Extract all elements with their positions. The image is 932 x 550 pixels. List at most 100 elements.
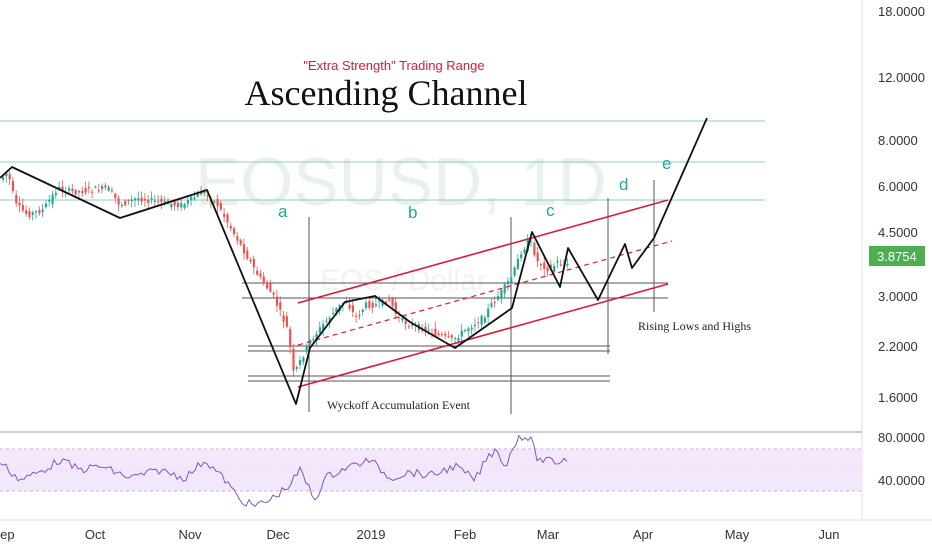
candle <box>490 297 493 309</box>
candle <box>219 200 222 212</box>
candle <box>44 199 48 209</box>
candle <box>101 183 104 194</box>
channel-lower-line <box>297 283 669 388</box>
price-tick-label: 12.0000 <box>878 70 925 85</box>
annotation-wyckoff: Wyckoff Accumulation Event <box>327 398 471 412</box>
price-tag-value: 3.8754 <box>877 249 917 264</box>
candle <box>318 321 321 336</box>
candle <box>91 189 94 199</box>
ascending-channel <box>297 199 673 388</box>
candle <box>381 298 384 308</box>
candle <box>68 185 71 194</box>
rsi-pane <box>0 434 862 507</box>
candle <box>295 365 298 372</box>
candle <box>223 208 226 223</box>
candle <box>25 205 28 217</box>
time-tick-label: Oct <box>85 527 106 542</box>
candle <box>2 175 5 183</box>
price-axis-ticks: 18.0000 12.0000 8.0000 6.0000 4.5000 3.0000 2.… <box>878 4 925 405</box>
candle <box>503 281 506 298</box>
candle <box>467 326 470 337</box>
candle <box>226 212 229 228</box>
price-tick-label: 18.0000 <box>878 4 925 19</box>
candle <box>266 279 269 290</box>
candle <box>97 183 100 194</box>
candle <box>61 180 64 198</box>
candle <box>523 247 526 255</box>
candle <box>285 311 288 329</box>
candle <box>160 194 163 209</box>
candle <box>110 186 114 194</box>
price-tick-label: 8.0000 <box>878 133 918 148</box>
candle <box>150 191 153 204</box>
candle <box>28 207 31 220</box>
time-tick-label: 2019 <box>357 527 386 542</box>
candle <box>8 171 11 185</box>
candle <box>117 195 120 212</box>
candle <box>454 336 457 343</box>
candle <box>31 210 34 221</box>
chart-subtitle: "Extra Strength" Trading Range <box>303 58 484 73</box>
candle <box>553 263 556 274</box>
candle <box>483 315 486 324</box>
candle <box>371 300 374 314</box>
rsi-tick-label: 80.0000 <box>878 430 925 445</box>
candle <box>543 257 546 276</box>
candle <box>140 191 143 206</box>
candle <box>51 190 54 209</box>
candle <box>305 344 308 355</box>
candle <box>322 320 325 336</box>
candle <box>516 254 519 271</box>
projected-wave-path <box>0 117 708 405</box>
candle <box>213 199 216 204</box>
candle <box>249 257 252 264</box>
candle <box>533 241 536 258</box>
candle <box>388 294 391 303</box>
rsi-line <box>0 434 568 507</box>
candle <box>348 298 351 312</box>
wave-dividers <box>308 180 655 414</box>
candle <box>566 258 569 269</box>
candle <box>120 202 123 209</box>
candle <box>500 287 503 304</box>
candle <box>256 266 259 276</box>
candle <box>193 191 196 201</box>
candle <box>216 194 219 213</box>
candle <box>35 209 38 219</box>
wave-label-e: e <box>662 154 671 173</box>
candle <box>506 277 510 291</box>
candle <box>275 289 279 313</box>
candle <box>368 296 371 311</box>
wave-label-d: d <box>619 175 628 194</box>
time-tick-label: Dec <box>266 527 290 542</box>
candle <box>477 317 480 329</box>
time-axis-labels: Sep Oct Nov Dec 2019 Feb Mar Apr May Jun <box>0 527 839 542</box>
candle <box>361 308 364 316</box>
candle <box>54 189 57 199</box>
candle <box>143 193 147 208</box>
price-tick-label: 6.0000 <box>878 179 918 194</box>
candle <box>15 190 18 208</box>
candle <box>374 298 378 308</box>
candle <box>559 259 562 267</box>
symbol-watermark: EOSUSD, 1D <box>195 144 607 220</box>
channel-mid-line <box>297 240 673 346</box>
candle <box>520 250 523 262</box>
candle <box>107 185 110 192</box>
rsi-tick-label: 40.0000 <box>878 473 925 488</box>
candle <box>510 271 513 286</box>
time-tick-label: Mar <box>537 527 560 542</box>
candle <box>252 255 255 275</box>
candle <box>407 323 411 329</box>
resistance-lines <box>0 120 765 201</box>
candle <box>200 186 203 196</box>
candle <box>497 291 500 302</box>
candle <box>233 226 236 238</box>
candle <box>480 314 483 330</box>
channel-upper-line <box>297 199 669 304</box>
wave-label-a: a <box>278 202 288 221</box>
candle <box>239 238 242 247</box>
candle <box>556 256 559 268</box>
candle <box>447 331 450 339</box>
